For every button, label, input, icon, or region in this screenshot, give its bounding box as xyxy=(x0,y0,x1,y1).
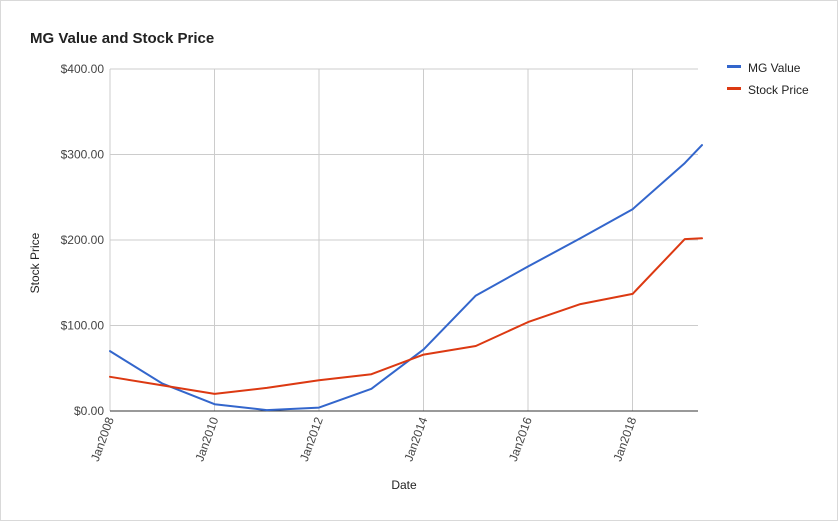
legend-label-stock-price: Stock Price xyxy=(748,83,809,97)
series-line-mg-value xyxy=(109,144,703,412)
x-tick-label: Jan2016 xyxy=(506,415,535,463)
series-lines xyxy=(109,144,703,412)
x-tick-label: Jan2014 xyxy=(401,415,430,463)
y-tick-label: $400.00 xyxy=(61,62,105,76)
legend-swatch-mg-value xyxy=(727,65,741,68)
y-tick-label: $200.00 xyxy=(61,233,105,247)
legend: MG Value Stock Price xyxy=(727,61,809,97)
x-tick-label: Jan2012 xyxy=(297,415,326,463)
y-axis-title: Stock Price xyxy=(28,232,42,293)
x-axis-tick-labels: Jan2008 Jan2010 Jan2012 Jan2014 Jan2016 Jan20… xyxy=(88,415,640,463)
y-tick-label: $100.00 xyxy=(61,319,105,333)
x-tick-label: Jan2018 xyxy=(610,415,639,463)
x-tick-label: Jan2008 xyxy=(88,415,117,463)
series-line-stock-price xyxy=(109,237,703,395)
y-tick-label: $300.00 xyxy=(61,148,105,162)
legend-item-stock-price: Stock Price xyxy=(727,83,809,97)
legend-label-mg-value: MG Value xyxy=(748,61,801,75)
legend-swatch-stock-price xyxy=(727,87,741,90)
x-tick-label: Jan2010 xyxy=(192,415,221,463)
y-axis-tick-labels: $0.00 $100.00 $200.00 $300.00 $400.00 xyxy=(61,62,105,418)
y-tick-label: $0.00 xyxy=(74,404,104,418)
x-axis-title: Date xyxy=(391,478,417,492)
chart-title: MG Value and Stock Price xyxy=(30,30,214,47)
legend-item-mg-value: MG Value xyxy=(727,61,801,75)
horizontal-gridlines xyxy=(110,68,698,412)
